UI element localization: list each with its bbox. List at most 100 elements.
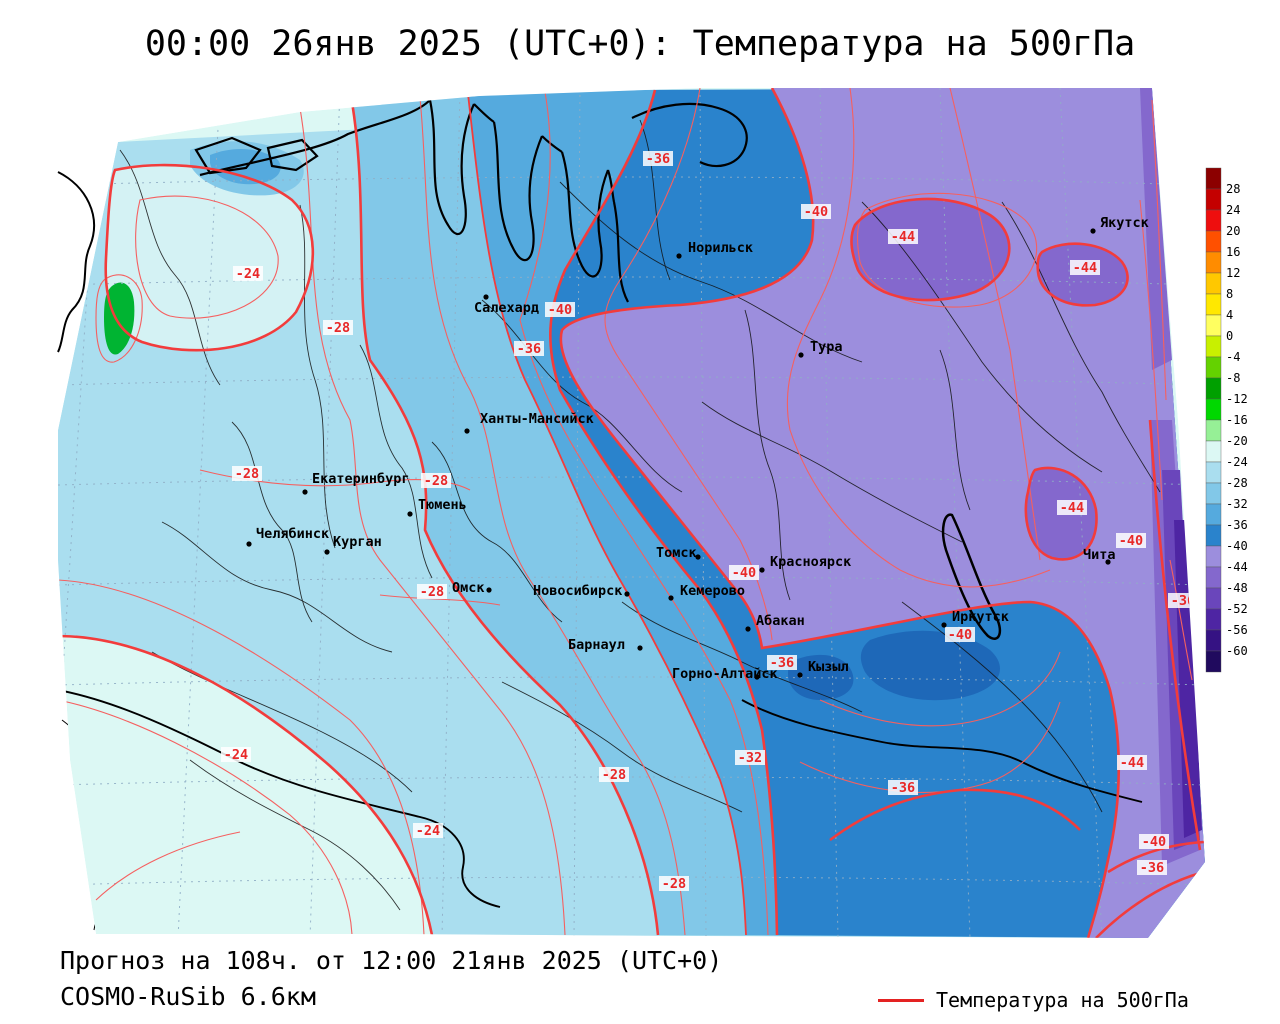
contour-label-box [545,302,575,317]
colorbar-cell [1205,650,1222,673]
city-label: Курган [333,534,382,550]
city-label: Чита [1083,547,1116,563]
contour-label-box [767,655,797,670]
colorbar: 28 24 20 16 12 8 4 0 -4 -8 -12 -16 -20 -24 -28 -32 -36 -4… [1205,167,1248,673]
colorbar-label: 28 [1226,182,1240,196]
contour-label-box [1070,260,1100,275]
colorbar-label: 0 [1226,329,1233,343]
city-label: Абакан [756,613,805,629]
contour-label-box [643,151,673,166]
colorbar-cell [1205,293,1222,316]
contour-label: -40 [548,302,572,318]
colorbar-label: -4 [1226,350,1240,364]
colorbar-label: -36 [1226,518,1248,532]
contour-label-box [221,747,251,762]
contour-label: -28 [326,320,350,336]
colorbar-cell [1205,209,1222,232]
contour-label-box [1137,860,1167,875]
colorbar-label: -48 [1226,581,1248,595]
colorbar-cell [1205,314,1222,337]
colorbar-cell [1205,545,1222,568]
city-markers: Норильск Якутск Салехард Тура Ханты-Мансийск… [246,215,1149,682]
city-label: Барнаул [568,637,625,653]
colorbar-label: 4 [1226,308,1233,322]
contour-label: -36 [646,151,670,167]
city-marker [797,672,803,678]
contour-label: -40 [1119,533,1143,549]
city-marker [324,549,330,555]
colorbar-cell [1205,356,1222,379]
contour-label-box [1139,834,1169,849]
city-marker [407,511,413,517]
contour-label: -36 [1140,860,1164,876]
coastlines [194,99,1002,640]
colorbar-label: -40 [1226,539,1248,553]
contour-label: -28 [602,767,626,783]
colorbar-label: -24 [1226,455,1248,469]
city-label: Ханты-Мансийск [480,411,594,427]
contour-label-box [1057,500,1087,515]
colorbar-cell [1205,167,1222,190]
contour-label-box [729,565,759,580]
legend-isotherm-line [878,998,924,1002]
colorbar-label: -12 [1226,392,1248,406]
contour-label: -28 [662,876,686,892]
colorbar-cell [1205,608,1222,631]
contour-label-box [233,266,263,281]
contour-label: -40 [948,627,972,643]
colorbar-cell [1205,398,1222,421]
contour-label: -44 [1073,260,1097,276]
colorbar-cell [1205,377,1222,400]
city-label: Салехард [474,300,539,316]
colorbar-label: 16 [1226,245,1240,259]
contour-label-box [888,780,918,795]
contour-label-box [801,204,831,219]
contour-label: -28 [420,584,444,600]
colorbar-label: -60 [1226,644,1248,658]
contour-label-box [888,229,918,244]
city-label: Кемерово [680,583,745,599]
colorbar-label: 20 [1226,224,1240,238]
city-marker [486,587,492,593]
city-label: Горно-Алтайск [672,666,778,682]
colorbar-cell [1205,503,1222,526]
colorbar-label: -16 [1226,413,1248,427]
contour-label-box [232,466,262,481]
contour-label-box [323,320,353,335]
contour-label: -40 [732,565,756,581]
colorbar-cell [1205,440,1222,463]
colorbar-cell [1205,461,1222,484]
contour-label: -36 [1171,593,1195,609]
contour-label: -40 [804,204,828,220]
city-marker [759,567,765,573]
colorbar-cell [1205,251,1222,274]
city-marker [637,645,643,651]
city-marker [1090,228,1096,234]
colorbar-label: -52 [1226,602,1248,616]
city-marker [798,352,804,358]
contour-label-box [659,876,689,891]
contour-label: -28 [235,466,259,482]
city-marker [624,591,630,597]
colorbar-label: -8 [1226,371,1240,385]
graticule [58,88,1205,938]
contour-label: -36 [517,341,541,357]
contour-label: -44 [891,229,915,245]
city-marker [754,674,760,680]
city-marker [302,489,308,495]
page-title: 00:00 26янв 2025 (UTC+0): Температура на… [144,24,1136,64]
contour-label: -24 [416,823,440,839]
city-label: Норильск [688,240,753,256]
colorbar-cell [1205,566,1222,589]
city-label: Якутск [1100,215,1149,231]
admin-borders [119,119,1161,911]
map-legend: Температура на 500гПа [878,988,1189,1012]
city-marker [745,626,751,632]
contour-label-box [1116,533,1146,548]
city-label: Кызыл [808,659,849,675]
contour-label: -44 [1120,755,1144,771]
forecast-info: Прогноз на 108ч. от 12:00 21янв 2025 (UT… [60,946,723,975]
contour-label-box [514,341,544,356]
contour-label-box [599,767,629,782]
